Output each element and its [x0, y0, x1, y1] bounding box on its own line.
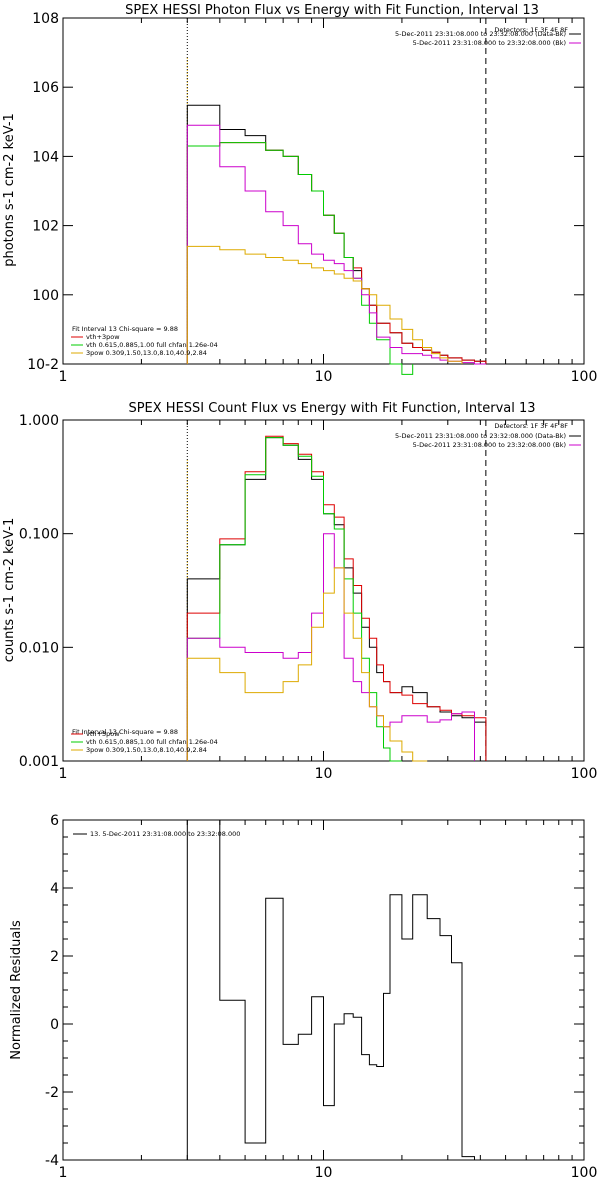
photon-flux-panel: SPEX HESSI Photon Flux vs Energy with Fi… [2, 3, 597, 385]
photon-flux-fit-header: Fit Interval 13 Chi-square = 9.88 [72, 325, 178, 333]
y-tick-label: 0 [50, 1017, 59, 1033]
photon-flux-title: SPEX HESSI Photon Flux vs Energy with Fi… [125, 3, 539, 18]
y-tick-label: 10-2 [27, 357, 59, 373]
count-flux-panel: SPEX HESSI Count Flux vs Energy with Fit… [2, 401, 597, 782]
y-tick-label: 2 [50, 949, 59, 965]
x-tick-label: 10 [315, 369, 333, 385]
series-3pow [186, 245, 463, 364]
x-tick-label: 10 [315, 766, 333, 782]
series-residuals [186, 819, 486, 1161]
count-flux-fit-header: Fit Interval 13 Chi-square = 9.88 [72, 728, 178, 736]
count-flux-title: SPEX HESSI Count Flux vs Energy with Fit… [128, 401, 535, 416]
residuals-panel: Normalized Residuals 13. 5-Dec-2011 23:3… [9, 813, 597, 1181]
series-bk [186, 124, 486, 365]
x-tick-label: 1 [59, 369, 68, 385]
fit-legend-text: vth+3pow [86, 730, 120, 738]
y-tick-label: 1.000 [19, 413, 59, 429]
series-vth-3pow [186, 435, 487, 761]
photon-flux-detectors: Detectors: 1F 3F 4F 8F [494, 26, 568, 34]
x-tick-label: 100 [571, 766, 598, 782]
legend-top-text: 5-Dec-2011 23:31:08.000 to 23:32:08.000 … [413, 39, 566, 47]
y-tick-label: 102 [32, 219, 59, 235]
series-vth [186, 437, 402, 762]
legend-top-text: 5-Dec-2011 23:31:08.000 to 23:32:08.000 … [395, 432, 566, 440]
y-tick-label: 106 [32, 80, 59, 96]
series-data-bk [186, 104, 487, 364]
photon-flux-ylabel: photons s-1 cm-2 keV-1 [2, 113, 17, 267]
count-flux-detectors: Detectors: 1F 3F 4F 8F [494, 422, 568, 430]
y-tick-label: -4 [45, 1153, 59, 1169]
x-tick-label: 1 [59, 1165, 68, 1181]
residuals-legend-text: 13. 5-Dec-2011 23:31:08.000 to 23:32:08.… [90, 830, 240, 838]
x-tick-label: 100 [571, 369, 598, 385]
fit-legend-text: vth+3pow [86, 333, 120, 341]
y-tick-label: 100 [32, 288, 59, 304]
y-tick-label: -2 [45, 1085, 59, 1101]
series-bk [186, 533, 475, 761]
series-3pow [186, 567, 428, 762]
x-tick-label: 10 [315, 1165, 333, 1181]
y-tick-label: 6 [50, 813, 59, 829]
series-vth-3pow [186, 142, 487, 364]
y-tick-label: 104 [32, 149, 59, 165]
legend-top-text: 5-Dec-2011 23:31:08.000 to 23:32:08.000 … [395, 30, 566, 38]
y-tick-label: 108 [32, 11, 59, 27]
fit-legend-text: 3pow 0.309,1.50,13.0,8.10,40.9,2.84 [86, 746, 207, 754]
series-data-bk [186, 437, 487, 761]
fit-legend-text: 3pow 0.309,1.50,13.0,8.10,40.9,2.84 [86, 349, 207, 357]
fit-legend-text: vth 0.615,0.885,1.00 full chfan 1.26e-04 [86, 341, 218, 349]
residuals-ylabel: Normalized Residuals [9, 920, 24, 1060]
legend-top-text: 5-Dec-2011 23:31:08.000 to 23:32:08.000 … [413, 441, 566, 449]
count-flux-ylabel: counts s-1 cm-2 keV-1 [2, 518, 17, 663]
y-tick-label: 0.001 [19, 754, 59, 770]
plot-frame [62, 819, 585, 1161]
x-tick-label: 100 [571, 1165, 598, 1181]
y-tick-label: 0.010 [19, 640, 59, 656]
series-vth [186, 142, 414, 375]
y-tick-label: 4 [50, 881, 59, 897]
y-tick-label: 0.100 [19, 527, 59, 543]
x-tick-label: 1 [59, 766, 68, 782]
fit-legend-text: vth 0.615,0.885,1.00 full chfan 1.26e-04 [86, 738, 218, 746]
